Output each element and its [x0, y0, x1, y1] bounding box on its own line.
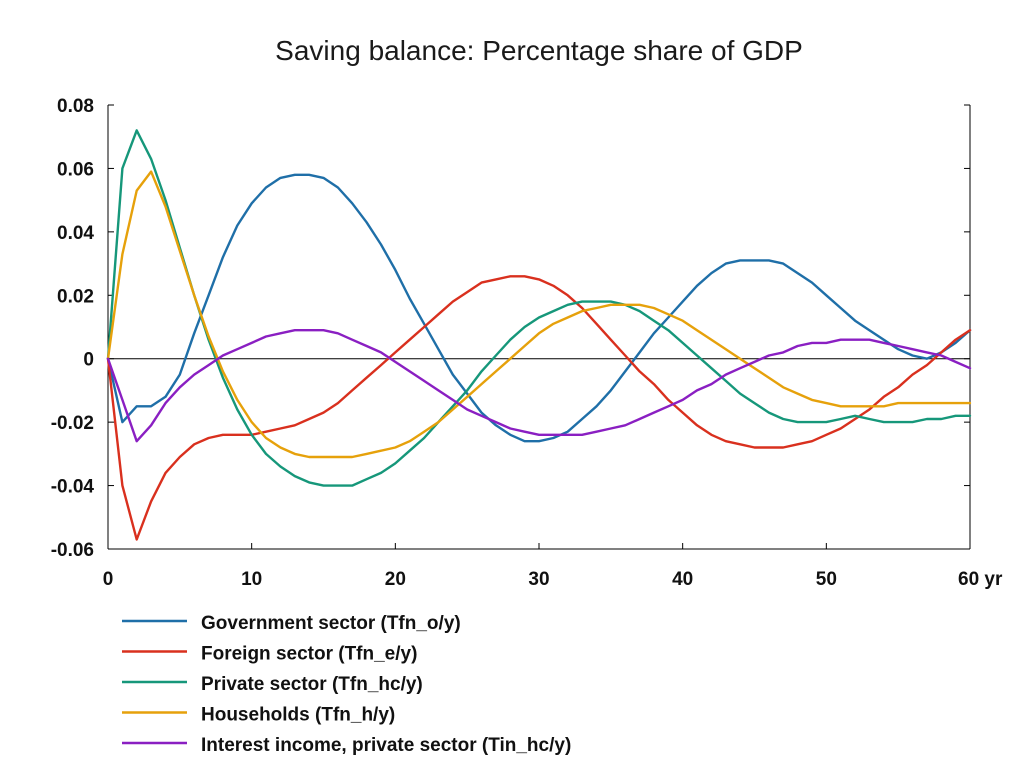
y-tick-label: -0.06 [51, 540, 94, 561]
y-tick-label: -0.04 [51, 477, 95, 498]
series-line-2 [106, 129, 972, 487]
chart-title: Saving balance: Percentage share of GDP [275, 35, 803, 66]
legend: Government sector (Tfn_o/y) Foreign secto… [122, 613, 571, 756]
x-tick-label: 50 [816, 569, 837, 590]
y-tick-label: 0 [83, 350, 94, 371]
y-tick-label: -0.02 [51, 413, 94, 434]
series-line-0 [106, 173, 972, 443]
legend-label-2: Private sector (Tfn_hc/y) [201, 674, 423, 695]
x-tick-label: 20 [385, 569, 406, 590]
x-tick-label: 30 [528, 569, 549, 590]
legend-label-0: Government sector (Tfn_o/y) [201, 613, 461, 634]
y-tick-label: 0.06 [57, 159, 94, 180]
y-tick-label: 0.08 [57, 96, 94, 117]
y-tick-label: 0.02 [57, 286, 94, 307]
series-lines [106, 129, 972, 541]
legend-label-3: Households (Tfn_h/y) [201, 705, 395, 726]
axes: 0.08 0.06 0.04 0.02 0 -0.02 -0.04 -0.06 0 10 20 30 4… [51, 96, 1003, 590]
y-tick-label: 0.04 [57, 223, 94, 244]
series-line-4 [106, 329, 972, 443]
legend-label-4: Interest income, private sector (Tin_hc/… [201, 735, 571, 756]
legend-label-1: Foreign sector (Tfn_e/y) [201, 644, 417, 665]
x-tick-label: 40 [672, 569, 693, 590]
series-line-3 [106, 170, 972, 459]
x-tick-label: 0 [103, 569, 114, 590]
x-tick-label: 60 yr [958, 569, 1003, 590]
x-tick-label: 10 [241, 569, 262, 590]
